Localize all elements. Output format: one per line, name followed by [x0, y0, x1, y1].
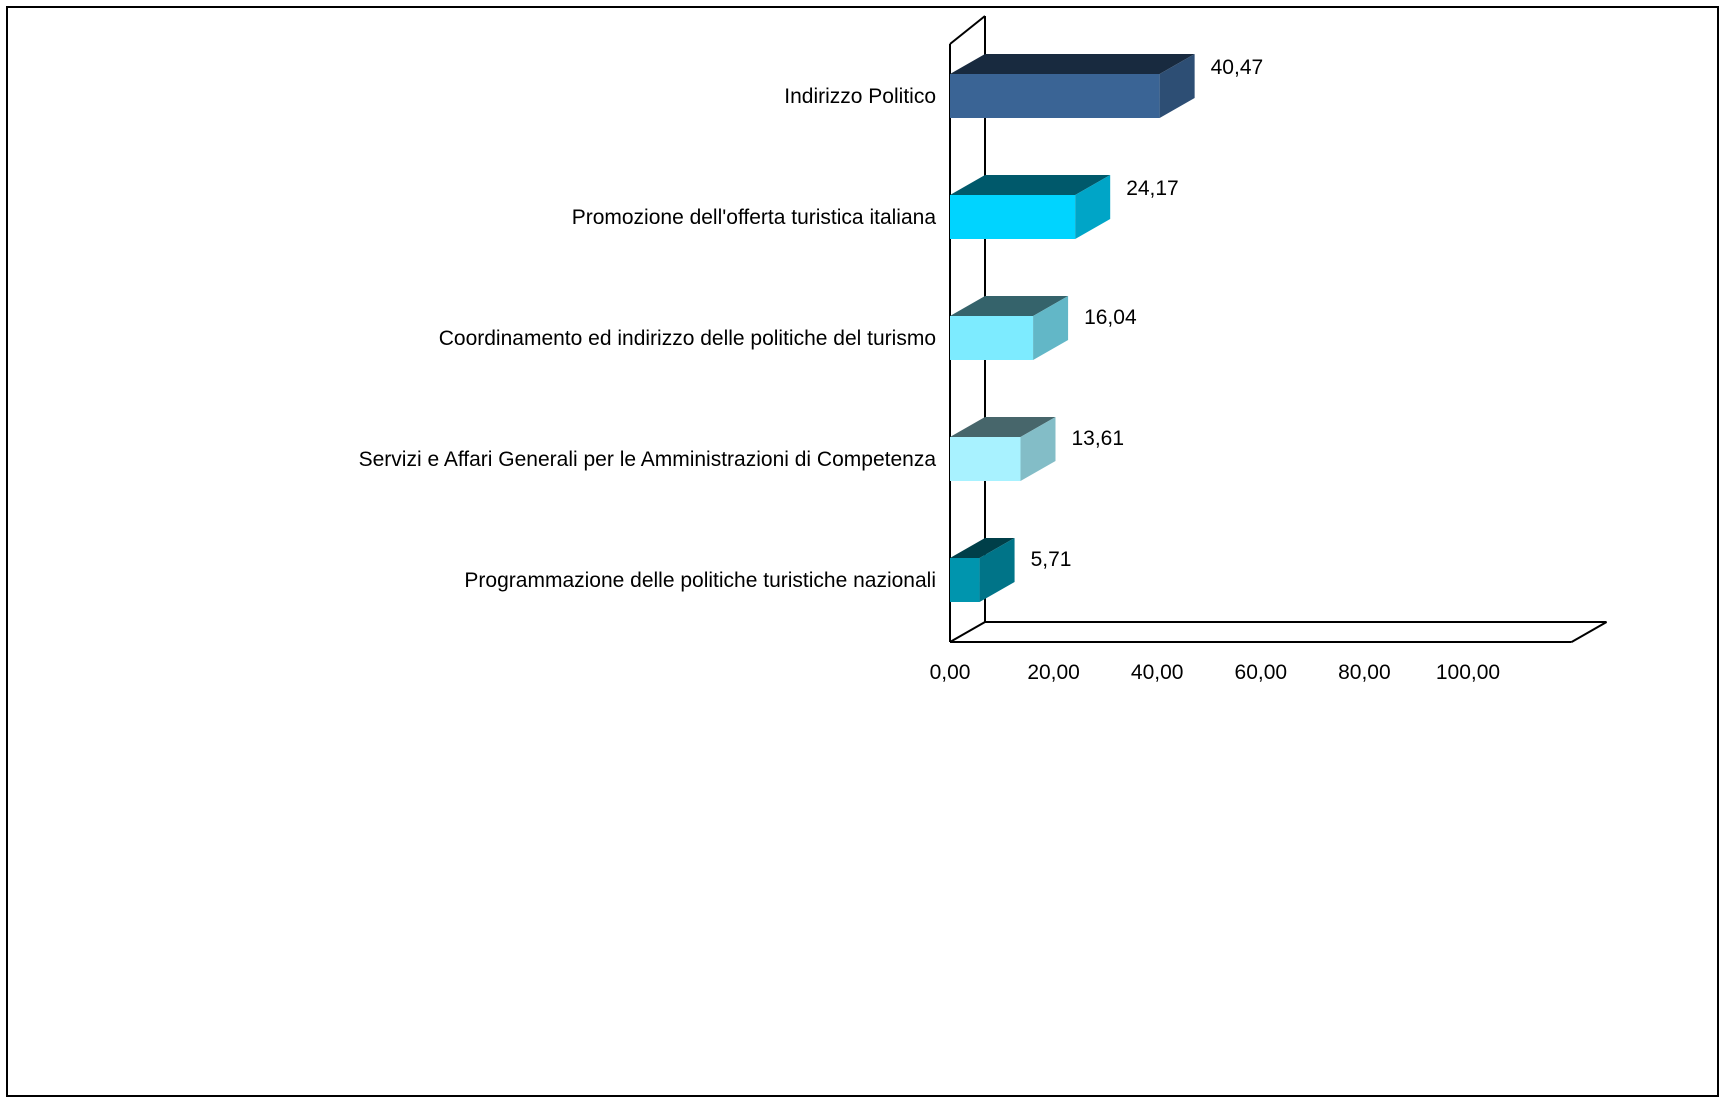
bar-top-face — [950, 296, 1069, 316]
bar — [950, 54, 1195, 118]
x-tick-label: 80,00 — [1338, 661, 1391, 684]
bar-side-face — [1159, 54, 1195, 118]
x-tick-label: 0,00 — [930, 661, 971, 684]
bar-top-face — [950, 175, 1111, 195]
category-label: Indirizzo Politico — [784, 85, 936, 108]
category-labels: Indirizzo Politico Promozione dell'offert… — [359, 85, 937, 592]
bar-front-face — [950, 558, 980, 602]
bar — [950, 538, 1015, 602]
value-label: 40,47 — [1211, 56, 1264, 79]
bar-side-face — [1033, 296, 1069, 360]
side-wall-top-edge — [949, 15, 986, 45]
bar-side-face — [1075, 175, 1111, 239]
value-label: 16,04 — [1084, 306, 1137, 329]
category-label: Programmazione delle politiche turistich… — [464, 569, 936, 592]
bar — [950, 417, 1056, 481]
bar-front-face — [950, 195, 1076, 239]
value-labels: 40,47 24,17 16,04 13,61 5,71 — [1031, 56, 1264, 571]
chart-frame: Indirizzo Politico Promozione dell'offert… — [6, 6, 1719, 1097]
bar-chart: Indirizzo Politico Promozione dell'offert… — [359, 15, 1608, 684]
bar-front-face — [950, 437, 1021, 481]
category-label: Servizi e Affari Generali per le Amminis… — [359, 448, 937, 471]
floor-right-edge — [1571, 621, 1608, 643]
x-tick-label: 60,00 — [1235, 661, 1288, 684]
floor-left-edge — [949, 621, 986, 643]
bar — [950, 175, 1111, 239]
bar-side-face — [1020, 417, 1056, 481]
chart-bars — [950, 54, 1195, 602]
x-tick-label: 40,00 — [1131, 661, 1184, 684]
value-label: 24,17 — [1126, 177, 1179, 200]
bar-side-face — [979, 538, 1015, 602]
value-label: 5,71 — [1031, 548, 1072, 571]
bar-top-face — [950, 538, 1015, 558]
x-tick-label: 100,00 — [1436, 661, 1500, 684]
x-tick-label: 20,00 — [1027, 661, 1080, 684]
bar-top-face — [950, 417, 1056, 437]
bar-top-face — [950, 54, 1195, 74]
category-label: Promozione dell'offerta turistica italia… — [572, 206, 937, 229]
bar — [950, 296, 1069, 360]
value-label: 13,61 — [1071, 427, 1124, 450]
bar-front-face — [950, 74, 1160, 118]
category-label: Coordinamento ed indirizzo delle politic… — [439, 327, 936, 350]
x-axis-ticks: 0,00 20,00 40,00 60,00 80,00 100,00 — [930, 661, 1501, 684]
bar-front-face — [950, 316, 1034, 360]
